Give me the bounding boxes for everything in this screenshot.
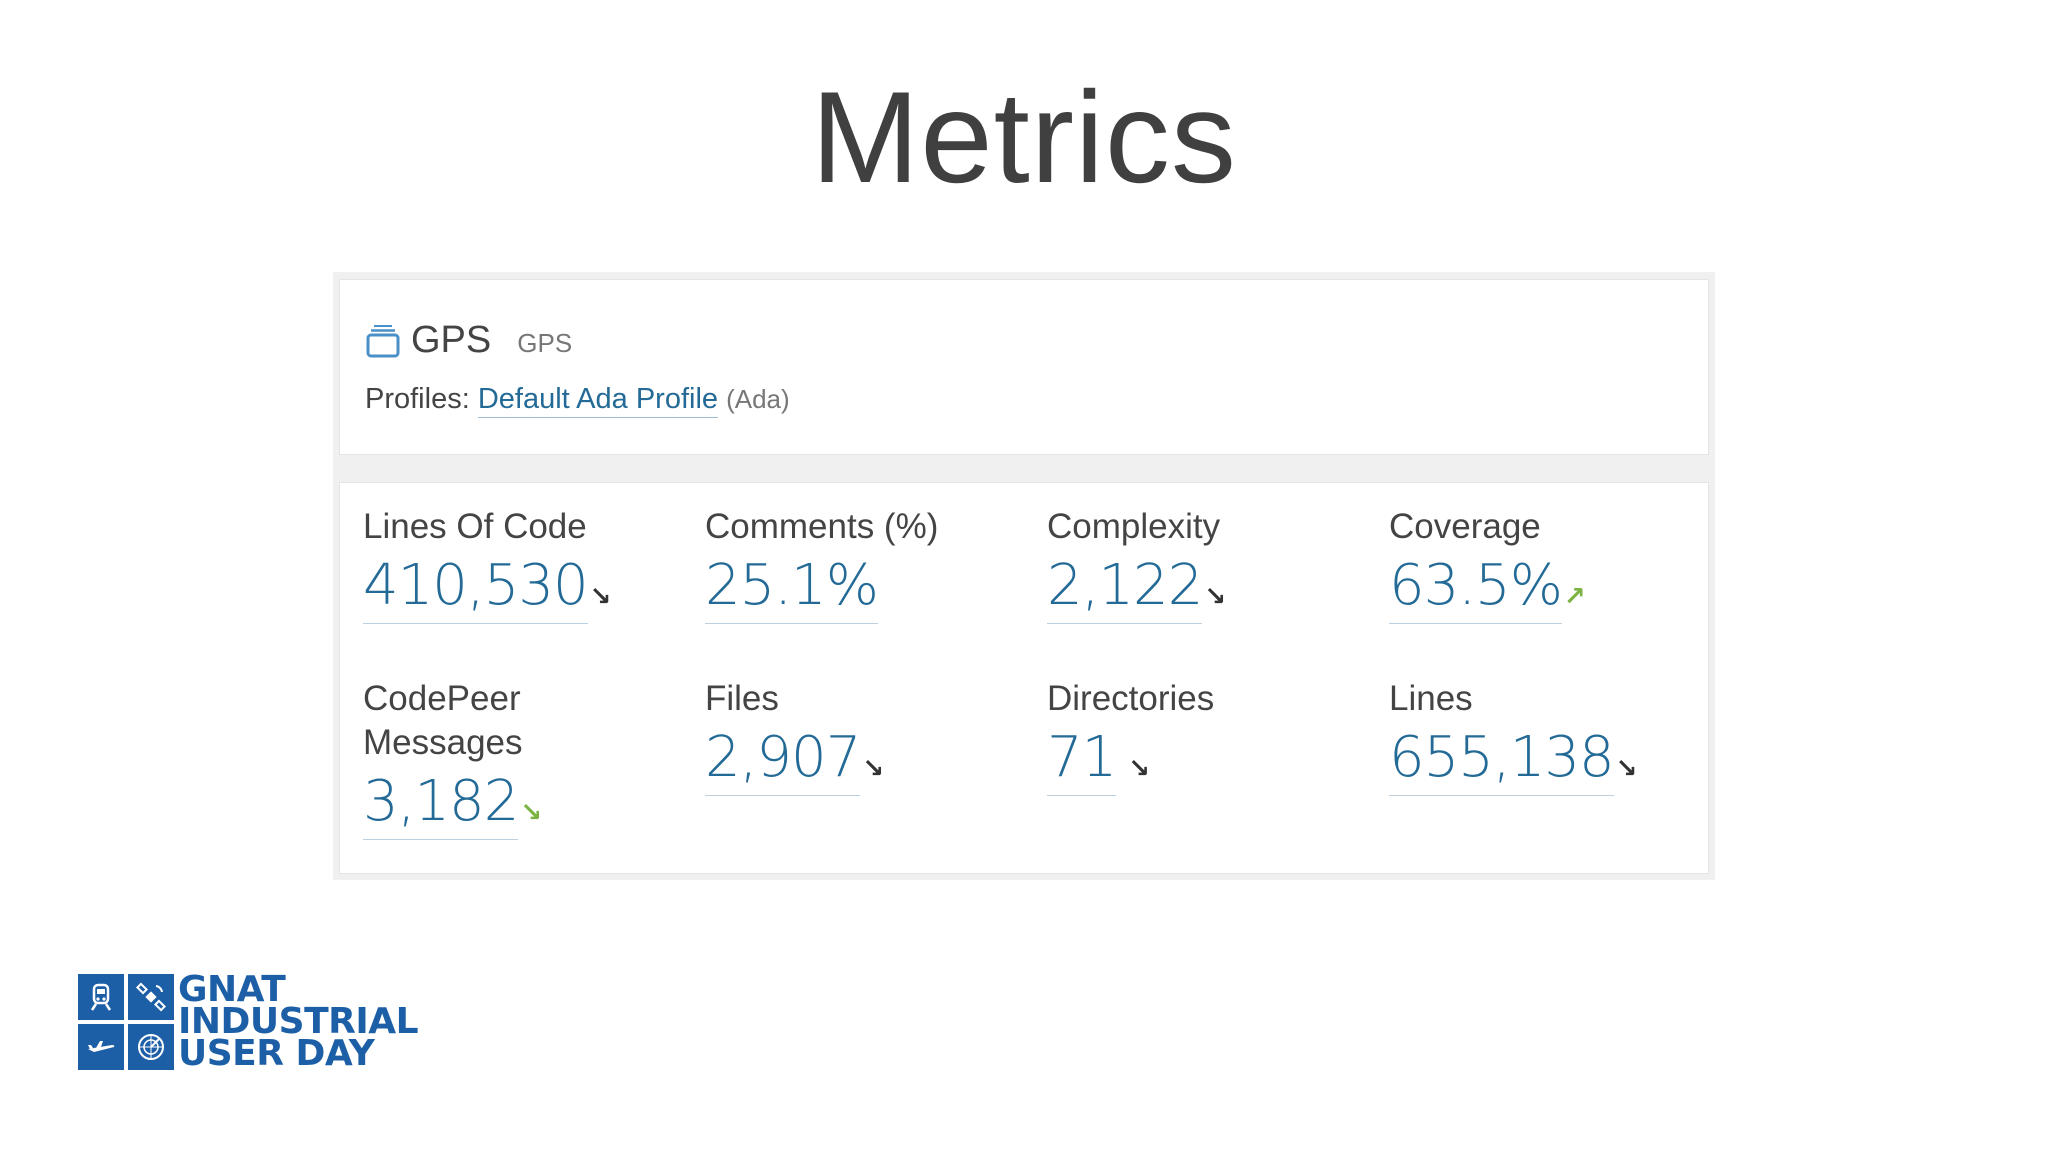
dashboard-panel: GPS GPS Profiles: Default Ada Profile (A…: [333, 272, 1715, 880]
metric-value[interactable]: 655,138: [1389, 727, 1615, 796]
metric-comments: Comments (%) 25.1%: [705, 505, 1005, 624]
trend-up-icon: ↗: [1563, 582, 1586, 612]
metric-value[interactable]: 2,907: [705, 727, 861, 796]
project-card: GPS GPS Profiles: Default Ada Profile (A…: [339, 279, 1709, 455]
gnat-industrial-user-day-logo: GNAT INDUSTRIAL USER DAY: [78, 969, 419, 1074]
profiles-label: Profiles:: [365, 383, 470, 415]
project-header: GPS GPS: [365, 316, 572, 360]
metric-value[interactable]: 63.5%: [1389, 555, 1563, 624]
logo-icon-grid: [78, 974, 174, 1070]
metric-label: CodePeer Messages: [363, 679, 523, 762]
metric-complexity: Complexity 2,122 ↘: [1047, 505, 1347, 624]
radar-icon: [128, 1024, 174, 1070]
metric-files: Files 2,907 ↘: [705, 677, 1005, 796]
logo-line-1: GNAT: [178, 969, 286, 1010]
metric-label: Lines: [1389, 679, 1473, 718]
metric-value[interactable]: 3,182: [363, 771, 519, 840]
metric-value[interactable]: 410,530: [363, 555, 589, 624]
metric-value[interactable]: 2,122: [1047, 555, 1203, 624]
metric-coverage: Coverage 63.5% ↗: [1389, 505, 1689, 624]
satellite-icon: [128, 974, 174, 1020]
metric-lines: Lines 655,138 ↘: [1389, 677, 1689, 796]
slide-title: Metrics: [811, 64, 1237, 210]
metric-directories: Directories 71 ↘: [1047, 677, 1347, 796]
trend-down-icon: ↘: [589, 582, 612, 612]
metric-label: Complexity: [1047, 507, 1221, 546]
trend-down-icon: ↘: [1128, 754, 1151, 784]
logo-text: GNAT INDUSTRIAL USER DAY: [178, 969, 419, 1074]
metric-label: Comments (%): [705, 507, 939, 546]
metric-label: Coverage: [1389, 507, 1541, 546]
trend-down-icon: ↘: [1615, 754, 1638, 784]
metric-label: Directories: [1047, 679, 1215, 718]
metrics-card: Lines Of Code 410,530 ↘ Comments (%) 25.…: [339, 482, 1709, 874]
metric-value[interactable]: 71: [1047, 727, 1117, 796]
trend-down-icon: ↘: [520, 798, 543, 828]
profiles-line: Profiles: Default Ada Profile (Ada): [365, 383, 790, 418]
profile-language: (Ada): [726, 384, 790, 414]
project-key: GPS: [517, 328, 573, 358]
airplane-icon: [78, 1024, 124, 1070]
project-folder-icon: [365, 324, 401, 358]
logo-line-2: INDUSTRIAL: [178, 1001, 419, 1042]
project-name[interactable]: GPS: [411, 319, 492, 361]
metric-codepeer-messages: CodePeer Messages 3,182 ↘: [363, 677, 623, 840]
metric-label: Lines Of Code: [363, 507, 587, 546]
metric-value[interactable]: 25.1%: [705, 555, 879, 624]
logo-line-3: USER DAY: [178, 1033, 375, 1074]
trend-down-icon: ↘: [862, 754, 885, 784]
metric-label: Files: [705, 679, 779, 718]
profile-link[interactable]: Default Ada Profile: [477, 383, 719, 418]
metric-lines-of-code: Lines Of Code 410,530 ↘: [363, 505, 663, 624]
train-icon: [78, 974, 124, 1020]
trend-down-icon: ↘: [1204, 582, 1227, 612]
